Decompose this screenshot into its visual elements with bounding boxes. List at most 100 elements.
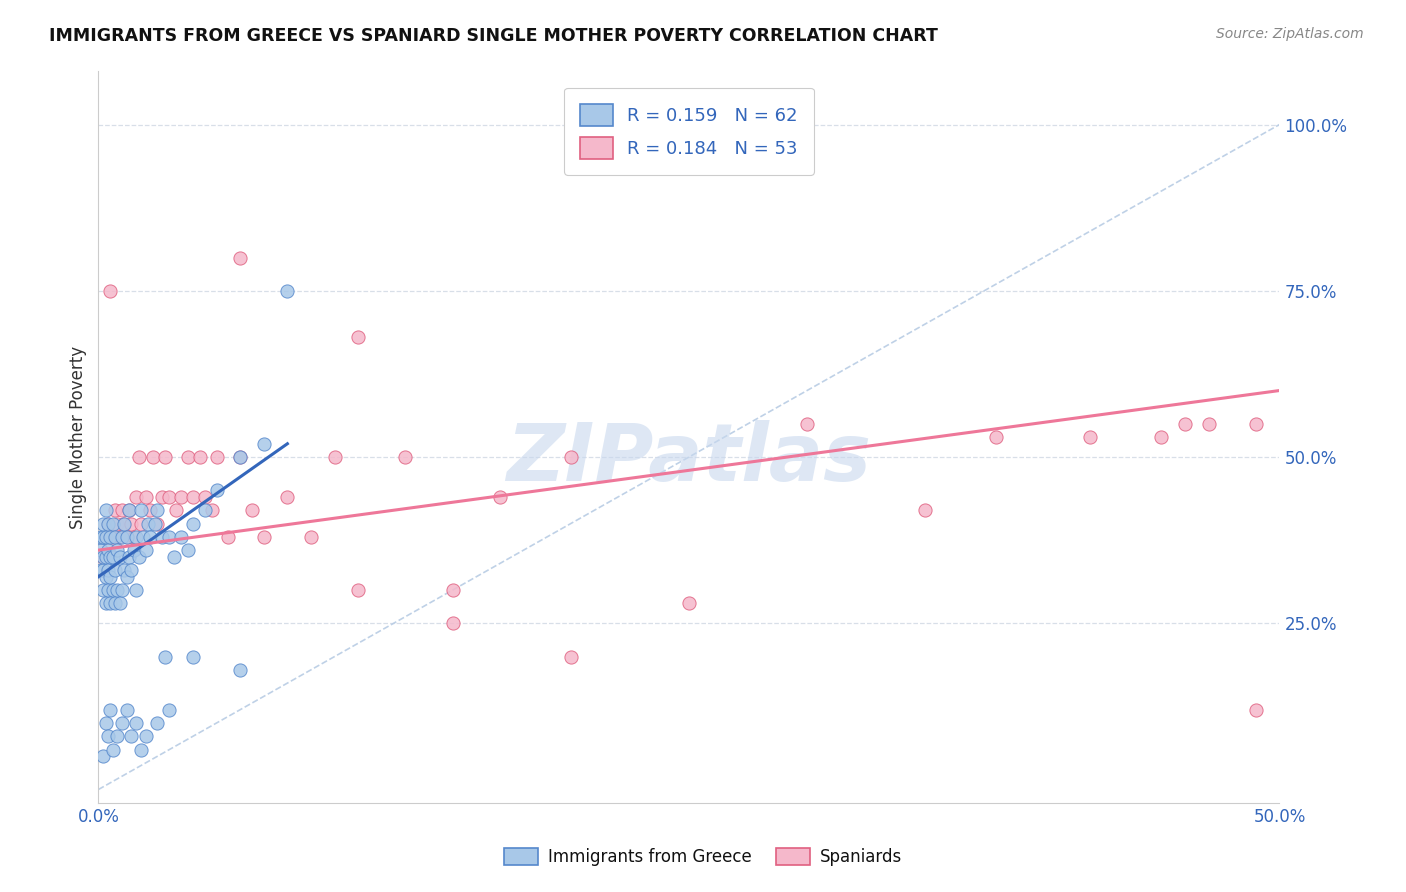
Point [111, 582, 134, 597]
Point [253, 436, 276, 450]
Point [165, 503, 187, 517]
Point [441, 616, 464, 631]
Point [181, 490, 204, 504]
Point [104, 596, 127, 610]
Point [97, 516, 120, 531]
Point [796, 417, 818, 431]
Point [229, 251, 252, 265]
Point [91, 749, 114, 764]
Point [1080, 430, 1102, 444]
Point [105, 516, 128, 531]
Point [139, 503, 162, 517]
Point [489, 490, 512, 504]
Point [101, 516, 124, 531]
Point [229, 450, 252, 464]
Point [229, 663, 252, 677]
Point [128, 549, 150, 564]
Point [115, 530, 138, 544]
Point [153, 649, 176, 664]
Point [91, 549, 114, 564]
Point [135, 490, 157, 504]
Point [1198, 417, 1220, 431]
Point [91, 516, 114, 531]
Point [170, 530, 193, 544]
Point [115, 570, 138, 584]
Point [146, 516, 169, 531]
Point [139, 530, 162, 544]
Point [90, 563, 112, 577]
Point [94, 596, 117, 610]
Point [125, 582, 148, 597]
Point [91, 563, 114, 577]
Point [118, 503, 141, 517]
Point [98, 703, 121, 717]
Point [142, 450, 165, 464]
Point [1150, 430, 1173, 444]
Point [125, 490, 148, 504]
Point [229, 450, 252, 464]
Point [163, 549, 186, 564]
Point [91, 549, 114, 564]
Point [441, 582, 464, 597]
Point [136, 516, 159, 531]
Y-axis label: Single Mother Poverty: Single Mother Poverty [69, 345, 87, 529]
Point [94, 716, 117, 731]
Point [984, 430, 1007, 444]
Point [125, 530, 148, 544]
Point [194, 490, 217, 504]
Point [153, 450, 176, 464]
Point [98, 284, 121, 298]
Point [146, 503, 169, 517]
Point [347, 582, 370, 597]
Point [323, 450, 346, 464]
Point [1244, 703, 1267, 717]
Point [121, 516, 143, 531]
Point [347, 330, 370, 344]
Point [146, 716, 169, 731]
Point [560, 450, 582, 464]
Point [132, 530, 155, 544]
Point [128, 450, 150, 464]
Point [98, 530, 121, 544]
Point [112, 563, 135, 577]
Point [98, 549, 121, 564]
Legend: Immigrants from Greece, Spaniards: Immigrants from Greece, Spaniards [496, 840, 910, 875]
Point [97, 543, 120, 558]
Point [111, 716, 134, 731]
Point [108, 549, 131, 564]
Point [91, 530, 114, 544]
Point [105, 729, 128, 743]
Point [94, 530, 117, 544]
Point [129, 503, 152, 517]
Point [90, 543, 112, 558]
Point [299, 530, 322, 544]
Text: IMMIGRANTS FROM GREECE VS SPANIARD SINGLE MOTHER POVERTY CORRELATION CHART: IMMIGRANTS FROM GREECE VS SPANIARD SINGL… [49, 27, 938, 45]
Point [101, 742, 124, 756]
Point [205, 483, 228, 498]
Point [143, 516, 166, 531]
Point [94, 503, 117, 517]
Point [170, 490, 193, 504]
Point [276, 490, 298, 504]
Point [205, 450, 228, 464]
Point [97, 582, 120, 597]
Point [118, 503, 141, 517]
Point [98, 570, 121, 584]
Point [177, 543, 200, 558]
Point [678, 596, 700, 610]
Point [129, 742, 152, 756]
Point [201, 503, 224, 517]
Point [104, 530, 127, 544]
Point [112, 516, 135, 531]
Point [115, 703, 138, 717]
Point [90, 530, 112, 544]
Point [91, 582, 114, 597]
Point [101, 582, 124, 597]
Point [157, 703, 180, 717]
Point [194, 503, 217, 517]
Point [118, 549, 141, 564]
Point [97, 516, 120, 531]
Point [240, 503, 263, 517]
Point [1244, 417, 1267, 431]
Point [394, 450, 416, 464]
